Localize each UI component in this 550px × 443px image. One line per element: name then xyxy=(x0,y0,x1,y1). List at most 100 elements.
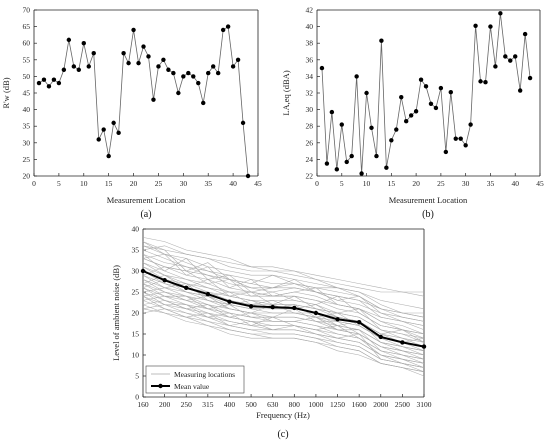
legend-marker-mean xyxy=(158,383,163,389)
chart-b-x-axis-label: Measurement Location xyxy=(389,195,468,205)
chart-b-data-point xyxy=(463,143,468,148)
chart-a-data-point xyxy=(111,120,116,126)
chart-b-y-tick-label: 40 xyxy=(306,22,314,31)
chart-a-data-point xyxy=(96,137,101,142)
mean-value-point xyxy=(227,299,232,304)
measuring-location-line xyxy=(142,253,425,331)
chart-b-data-point xyxy=(413,109,419,114)
chart-a-x-tick-label: 10 xyxy=(80,179,88,188)
mean-value-point xyxy=(248,304,254,309)
measuring-location-line xyxy=(142,266,425,335)
chart-a-data-point xyxy=(245,173,251,179)
chart-b-data-point xyxy=(488,24,493,29)
chart-a-data-point xyxy=(206,70,211,76)
measuring-location-line xyxy=(142,258,425,326)
chart-a-data-point xyxy=(36,80,42,86)
chart-a-y-tick-label: 20 xyxy=(23,172,31,181)
chart-a-series-line xyxy=(38,25,249,177)
chart-b-data-point xyxy=(349,153,354,159)
chart-b-data-point xyxy=(428,101,434,106)
chart-a-x-tick-label: 5 xyxy=(57,179,61,188)
chart-b-data-point xyxy=(324,161,330,166)
chart-a-data-point xyxy=(196,80,201,86)
chart-b-data-point xyxy=(508,58,513,63)
chart-c-x-tick-label: 1000 xyxy=(308,400,323,409)
chart-a-data-point xyxy=(171,70,176,76)
chart-b-y-axis-label: LA,eq (dBA) xyxy=(281,70,291,115)
chart-c-x-tick-label: 2500 xyxy=(395,400,410,409)
chart-a-data-point xyxy=(56,80,62,86)
chart-a-x-tick-label: 40 xyxy=(229,179,237,188)
chart-a-x-tick-label: 15 xyxy=(105,179,113,188)
chart-b-data-point xyxy=(483,80,488,85)
chart-b-y-tick-label: 32 xyxy=(306,89,314,98)
chart-a-x-tick-label: 30 xyxy=(180,179,188,188)
chart-b-data-point xyxy=(379,38,384,43)
chart-b-y-tick-label: 38 xyxy=(306,39,314,48)
chart-b-data-point xyxy=(453,136,458,141)
mean-value-point xyxy=(421,344,427,349)
chart-a-data-point xyxy=(106,153,111,159)
mean-value-point xyxy=(335,317,340,322)
chart-c: 160 200 250 315 400 500 630 800 1000 1250 1600 2000… xyxy=(111,225,432,441)
chart-a-y-tick-label: 25 xyxy=(23,155,31,164)
chart-b-series-line xyxy=(321,13,531,174)
chart-c-x-axis-label: Frequency (Hz) xyxy=(256,410,310,420)
chart-a-data-point xyxy=(230,64,236,69)
chart-b-x-tick-label: 20 xyxy=(412,179,420,188)
mean-value-point xyxy=(140,268,146,274)
chart-c-x-tick-label: 160 xyxy=(137,400,149,409)
mean-value-point xyxy=(270,304,275,310)
chart-a-x-axis-label: Measurement Location xyxy=(107,195,186,205)
chart-c-x-tick-label: 630 xyxy=(267,400,279,409)
chart-b-data-point xyxy=(448,89,453,95)
chart-c-y-tick-label: 5 xyxy=(135,372,139,381)
chart-a-data-point xyxy=(86,64,91,69)
mean-value-point xyxy=(205,291,211,297)
measuring-location-line xyxy=(142,308,425,377)
chart-b-data-point xyxy=(418,77,424,82)
chart-c-x-tick-label: 200 xyxy=(159,400,171,409)
chart-c-y-tick-label: 35 xyxy=(132,246,140,255)
chart-a-data-point xyxy=(126,60,131,66)
chart-a-data-point xyxy=(161,57,166,62)
chart-a-data-point xyxy=(141,44,146,49)
chart-a-data-point xyxy=(235,57,241,62)
mean-value-point xyxy=(184,285,189,290)
chart-b-data-point xyxy=(384,165,389,170)
chart-a-data-point xyxy=(146,54,151,59)
chart-a-data-point xyxy=(181,74,186,79)
chart-a-data-point xyxy=(186,70,191,76)
chart-b-data-point xyxy=(334,167,340,172)
chart-b-data-point xyxy=(458,136,463,141)
chart-c-legend: Measuring locations Mean value xyxy=(145,365,245,394)
chart-b-y-tick-label: 36 xyxy=(306,55,314,64)
chart-b-y-tick-label: 28 xyxy=(306,122,314,131)
chart-b-y-tick-label: 26 xyxy=(306,138,314,147)
measuring-location-line xyxy=(142,304,425,364)
chart-a-x-tick-label: 45 xyxy=(254,179,262,188)
mean-value-point xyxy=(292,305,297,311)
legend-label-mean: Mean value xyxy=(174,382,210,391)
chart-a-data-point xyxy=(176,90,181,96)
chart-b-x-tick-label: 0 xyxy=(315,179,319,188)
chart-a-data-point xyxy=(46,84,52,89)
chart-b-y-tick-label: 34 xyxy=(306,72,314,81)
chart-b-data-point xyxy=(493,64,498,69)
chart-b-data-point xyxy=(394,127,399,132)
chart-c-y-tick-label: 10 xyxy=(132,351,140,360)
measuring-location-line xyxy=(142,253,425,322)
mean-value-line xyxy=(142,270,425,348)
chart-c-y-tick-label: 20 xyxy=(132,309,140,318)
chart-a-data-point xyxy=(166,67,171,72)
measuring-location-line xyxy=(142,241,424,314)
chart-b-data-point xyxy=(513,54,518,59)
mean-value-point xyxy=(162,278,167,283)
chart-b-data-point xyxy=(498,11,503,16)
chart-c-panel-label: (c) xyxy=(277,429,288,440)
chart-a-y-tick-label: 50 xyxy=(23,72,31,81)
measuring-location-line xyxy=(142,253,425,322)
chart-a-data-point xyxy=(91,50,96,56)
chart-a-data-point xyxy=(191,74,196,79)
measuring-location-line xyxy=(142,308,425,368)
